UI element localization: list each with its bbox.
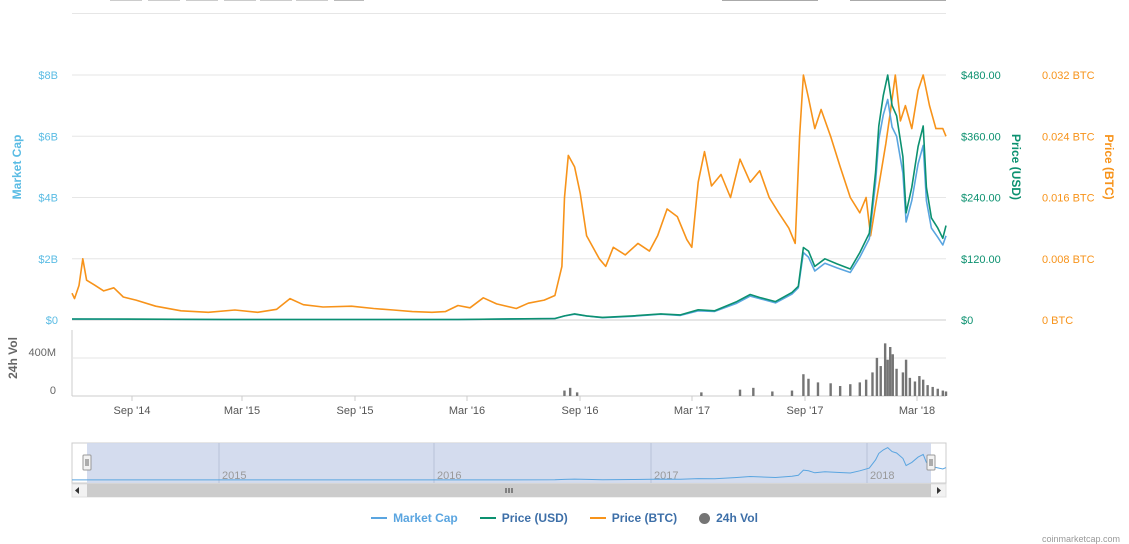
volume-bar <box>901 372 905 396</box>
legend-label-price-btc: Price (BTC) <box>611 511 678 525</box>
x-tick-label: Sep '16 <box>562 405 599 417</box>
volume-bar <box>802 374 805 396</box>
volume-bar <box>879 366 882 396</box>
navigator[interactable]: 2015 2016 2017 2018 <box>71 442 947 498</box>
y-axis-title-price-btc: Price (BTC) <box>1102 134 1116 199</box>
volume-bar <box>908 377 912 396</box>
credits-link[interactable]: coinmarketcap.com <box>1041 534 1120 544</box>
volume-bar <box>575 392 579 396</box>
legend-item-price-btc[interactable]: Price (BTC) <box>589 511 678 525</box>
y-tick-volume: 400M <box>28 347 56 359</box>
range-selector-remnant <box>72 0 946 14</box>
volume-bar <box>771 391 774 396</box>
price-usd-swatch <box>479 517 496 519</box>
y-tick-price-btc: 0.016 BTC <box>1042 193 1095 205</box>
price-btc-swatch <box>589 517 606 519</box>
volume-bar <box>921 379 925 396</box>
volume-bar <box>936 388 939 396</box>
legend-label-price-usd: Price (USD) <box>501 511 568 525</box>
market-cap-swatch <box>371 517 388 519</box>
volume-bar <box>738 389 742 396</box>
price-btc-line <box>71 74 947 314</box>
navigator-handle[interactable] <box>926 454 936 471</box>
volume-series <box>563 343 948 396</box>
y-tick-market-cap: $6B <box>38 131 58 143</box>
x-tick-label: Mar '18 <box>899 405 935 417</box>
navigator-year-label: 2016 <box>437 470 461 482</box>
legend-item-market-cap[interactable]: Market Cap <box>371 511 458 525</box>
y-tick-price-btc: 0 BTC <box>1042 315 1073 327</box>
y-axis-title-price-usd: Price (USD) <box>1009 134 1023 200</box>
navigator-handle[interactable] <box>82 454 92 471</box>
y-tick-price-btc: 0.032 BTC <box>1042 70 1095 82</box>
series-layer <box>71 74 947 321</box>
navigator-series-line <box>72 446 947 481</box>
volume-bar <box>807 378 810 396</box>
volume-bar <box>849 384 852 396</box>
volume-bar <box>816 382 820 396</box>
x-tick-label: Mar '17 <box>674 405 710 417</box>
grid-lines <box>72 74 946 321</box>
volume-bar <box>790 390 794 396</box>
volume-bar <box>700 392 703 396</box>
navigator-year-label: 2017 <box>654 470 678 482</box>
x-tick-label: Mar '15 <box>224 405 260 417</box>
price-usd-line <box>72 74 947 321</box>
legend-label-market-cap: Market Cap <box>393 511 458 525</box>
volume-bar <box>918 376 921 396</box>
y-tick-price-usd: $120.00 <box>961 254 1001 266</box>
volume-bar <box>904 359 908 396</box>
scroll-right-arrow-icon[interactable] <box>937 487 941 494</box>
y-tick-volume: 0 <box>50 385 56 397</box>
volume-bar <box>926 385 929 396</box>
volume-bar <box>913 381 917 396</box>
volume-swatch <box>699 512 711 524</box>
volume-bar <box>875 357 879 396</box>
volume-bar <box>891 354 894 396</box>
legend: Market Cap Price (USD) Price (BTC) 24h V… <box>0 511 1129 525</box>
y-tick-price-btc: 0.024 BTC <box>1042 131 1095 143</box>
navigator-year-label: 2018 <box>870 470 894 482</box>
y-tick-price-usd: $0 <box>961 315 973 327</box>
y-tick-market-cap: $4B <box>38 193 58 205</box>
volume-bar <box>886 359 889 396</box>
volume-grid-lines <box>71 330 946 397</box>
legend-item-price-usd[interactable]: Price (USD) <box>479 511 568 525</box>
volume-bar <box>883 343 887 396</box>
volume-bar <box>931 386 934 396</box>
y-tick-price-usd: $360.00 <box>961 131 1001 143</box>
y-tick-price-btc: 0.008 BTC <box>1042 254 1095 266</box>
volume-bar <box>941 390 945 396</box>
volume-bar <box>889 346 892 396</box>
y-tick-market-cap: $0 <box>46 315 58 327</box>
legend-label-volume: 24h Vol <box>716 511 758 525</box>
volume-bar <box>563 390 566 396</box>
scroll-left-arrow-icon[interactable] <box>75 487 79 494</box>
volume-bar <box>838 386 842 396</box>
navigator-selection[interactable] <box>87 443 931 483</box>
volume-bar <box>858 382 862 396</box>
axes: $0 $0 0 BTC $2B $120.00 0.008 BTC $4B $240.00 0.… <box>6 70 1116 417</box>
x-tick-label: Sep '14 <box>114 405 151 417</box>
y-axis-title-volume: 24h Vol <box>6 337 20 379</box>
y-tick-market-cap: $8B <box>38 70 58 82</box>
volume-bar <box>568 387 572 396</box>
volume-bar <box>752 387 755 396</box>
y-tick-market-cap: $2B <box>38 254 58 266</box>
volume-bar <box>829 383 832 396</box>
y-axis-title-market-cap: Market Cap <box>10 135 24 200</box>
navigator-year-label: 2015 <box>222 470 246 482</box>
legend-item-volume[interactable]: 24h Vol <box>699 511 758 525</box>
volume-bar <box>871 372 874 396</box>
x-tick-label: Sep '17 <box>787 405 824 417</box>
volume-bar <box>895 368 898 396</box>
volume-bar <box>864 379 868 396</box>
x-tick-label: Sep '15 <box>337 405 374 417</box>
volume-bar <box>944 391 948 396</box>
y-tick-price-usd: $480.00 <box>961 70 1001 82</box>
market-cap-line <box>71 98 947 321</box>
y-tick-price-usd: $240.00 <box>961 193 1001 205</box>
x-tick-label: Mar '16 <box>449 405 485 417</box>
